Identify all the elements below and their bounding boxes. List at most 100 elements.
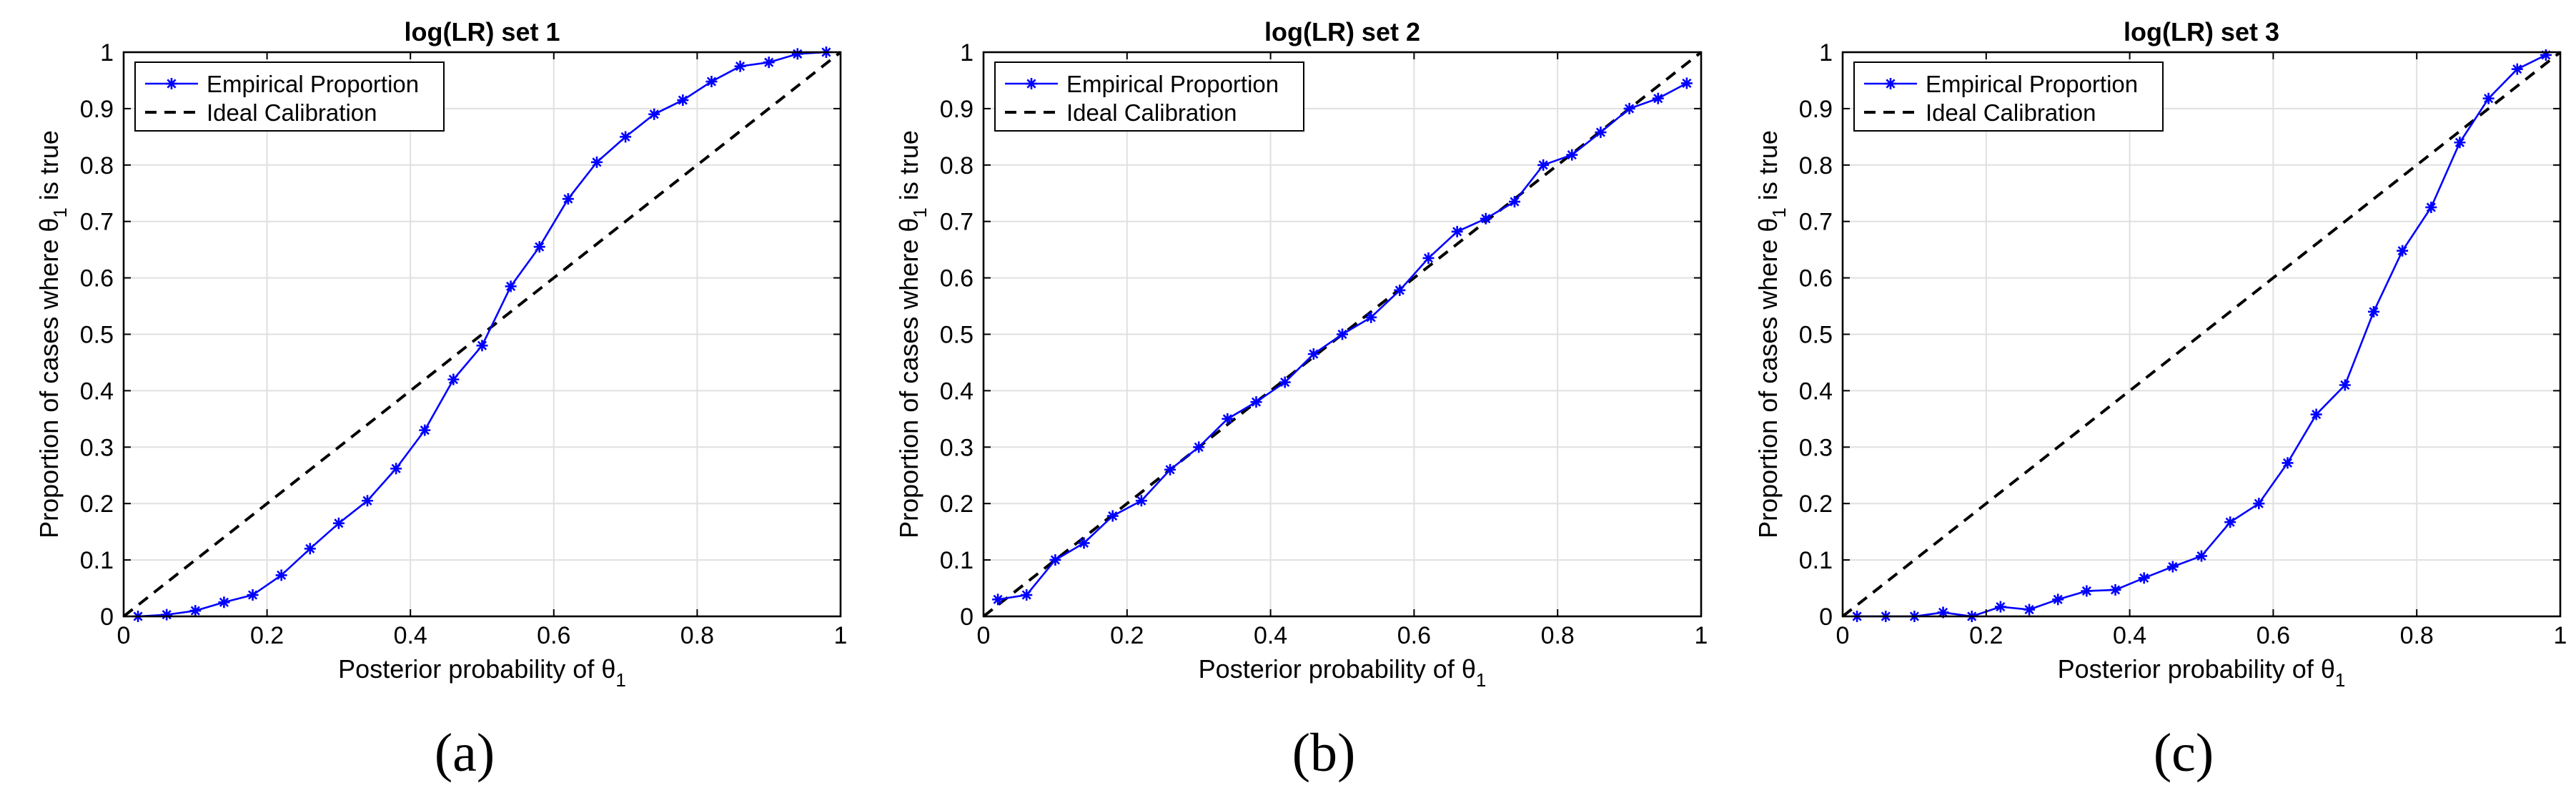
chart3-x-axis-label: Posterior probability of θ1 [2058,654,2346,691]
chart1-y-tick-label: 0.5 [80,322,114,349]
chart3-y-tick-label: 0.2 [1799,491,1833,518]
chart2-empirical-point [1337,328,1348,340]
chart1-empirical-point [562,193,574,205]
chart3-empirical-point [2224,516,2236,528]
chart1-legend-empirical-marker [166,78,177,89]
chart1-empirical-point [705,76,718,88]
chart2-empirical-point [1049,554,1061,566]
chart1-empirical-point [362,495,374,507]
chart1-empirical-point [332,517,345,529]
chart3-y-tick-label: 0.5 [1799,322,1833,349]
chart2-x-tick-label: 0.8 [1541,622,1575,649]
chart3-empirical-point [2397,245,2409,257]
caption-c-text: (c) [2153,723,2214,783]
caption-b-text: (b) [1292,723,1356,783]
chart2-empirical-point [992,593,1004,606]
chart3-legend-box [1853,61,2164,132]
chart3-empirical-point [2482,92,2495,104]
chart2-empirical-point [1394,284,1406,296]
chart1-empirical-point [218,596,230,609]
chart3-y-tick-label: 0.8 [1799,152,1833,179]
chart2-y-tick-label: 0.4 [940,378,974,405]
chart1-empirical-point [791,48,803,60]
chart3-empirical-point [2310,408,2322,420]
chart3-empirical-point [2081,585,2093,597]
chart3-empirical-point [2282,457,2294,469]
chart2-y-tick-label: 0 [960,604,974,631]
chart3-empirical-point [2367,305,2379,317]
chart2-empirical-point [1164,463,1176,476]
chart2-x-axis-label: Posterior probability of θ1 [1199,654,1487,691]
chart1-empirical-point [620,131,632,143]
chart2-empirical-point [1365,311,1377,323]
chart2-y-tick-label: 0.3 [940,434,974,461]
chart1-empirical-point [275,569,287,581]
chart2-empirical-point [1307,348,1319,360]
chart3-legend-empirical-marker [1885,78,1896,89]
chart1-empirical-point [447,373,460,385]
chart3-empirical-point [2253,498,2265,510]
chart1-empirical-point [763,56,775,69]
chart1-ideal-calibration-line [122,51,842,618]
chart1-empirical-point [590,156,603,168]
caption-a-text: (a) [434,723,495,783]
chart2-empirical-point [1537,159,1550,171]
chart3-empirical-point [2138,572,2150,584]
chart1-y-tick-label: 0 [100,604,114,631]
chart1-empirical-point [734,60,746,72]
chart2-legend-ideal-label: Ideal Calibration [1066,99,1237,126]
chart3-empirical-point [2023,604,2036,616]
chart2-y-tick-label: 0.7 [940,209,974,236]
chart3-y-tick-label: 1 [1819,39,1833,66]
chart2-empirical-point [1135,495,1147,507]
chart1-empirical-point [505,280,517,292]
chart1-y-axis-label: Proportion of cases where θ1 is true [34,130,71,538]
chart1-legend-ideal-label: Ideal Calibration [207,99,377,126]
chart1-empirical-point [533,241,545,253]
chart1-x-tick-label: 0.2 [250,622,284,649]
chart1-y-tick-label: 0.2 [80,491,114,518]
chart1-empirical-point [476,340,488,352]
chart1-x-tick-label: 0 [117,622,131,649]
chart3-y-tick-label: 0 [1819,604,1833,631]
chart2-empirical-point [1279,376,1291,388]
chart3-y-tick-label: 0.4 [1799,378,1833,405]
chart1-legend-empirical-label: Empirical Proportion [207,71,419,97]
chart3-title: log(LR) set 3 [2124,17,2279,46]
chart3-empirical-point [1994,601,2006,613]
chart3-x-tick-label: 0 [1836,622,1850,649]
chart1-empirical-point [161,609,173,621]
chart1-empirical-point [677,94,689,107]
chart2-legend-empirical-label: Empirical Proportion [1066,71,1279,97]
caption-a: (a) [357,722,572,784]
chart1-y-tick-label: 0.6 [80,265,114,292]
chart2-y-axis-label: Proportion of cases where θ1 is true [894,130,931,538]
chart1-y-tick-label: 1 [100,39,114,66]
chart1-x-tick-label: 0.6 [537,622,570,649]
chart3-x-tick-label: 0.4 [2113,622,2146,649]
chart3-empirical-point [2454,137,2466,149]
chart2-panel: 0 0.2 0.4 0.6 0.8 1 0 0.1 0.2 0.3 0.4 0.5 0.6 0.7 0.8 0… [894,17,1708,691]
chart3-empirical-point [2109,583,2121,596]
chart3-y-tick-label: 0.6 [1799,265,1833,292]
chart2-empirical-point [1078,537,1090,549]
chart2-empirical-point [1652,92,1664,104]
chart2-legend-empirical-marker [1026,78,1037,89]
chart2-y-tick-label: 0.8 [940,152,974,179]
chart1-panel: 0 0.2 0.4 0.6 0.8 1 0 0.1 0.2 0.3 0.4 0.5 0.6 0.7 0.8 0… [34,17,847,691]
chart3-empirical-point [2196,550,2207,562]
chart2-empirical-point [1480,212,1492,225]
chart1-y-tick-label: 0.8 [80,152,114,179]
chart3-y-tick-label: 0.1 [1799,547,1833,574]
chart1-empirical-point [390,463,402,475]
chart2-y-tick-label: 0.5 [940,322,974,349]
chart1-x-tick-label: 1 [834,622,848,649]
chart3-ideal-calibration-line [1841,51,2562,618]
chart1-y-tick-label: 0.3 [80,434,114,461]
chart3-x-tick-label: 0.8 [2400,622,2434,649]
chart2-title: log(LR) set 2 [1264,17,1420,46]
chart1-empirical-point [648,108,660,120]
chart3-empirical-point [2052,593,2064,606]
chart3-x-tick-label: 1 [2554,622,2567,649]
